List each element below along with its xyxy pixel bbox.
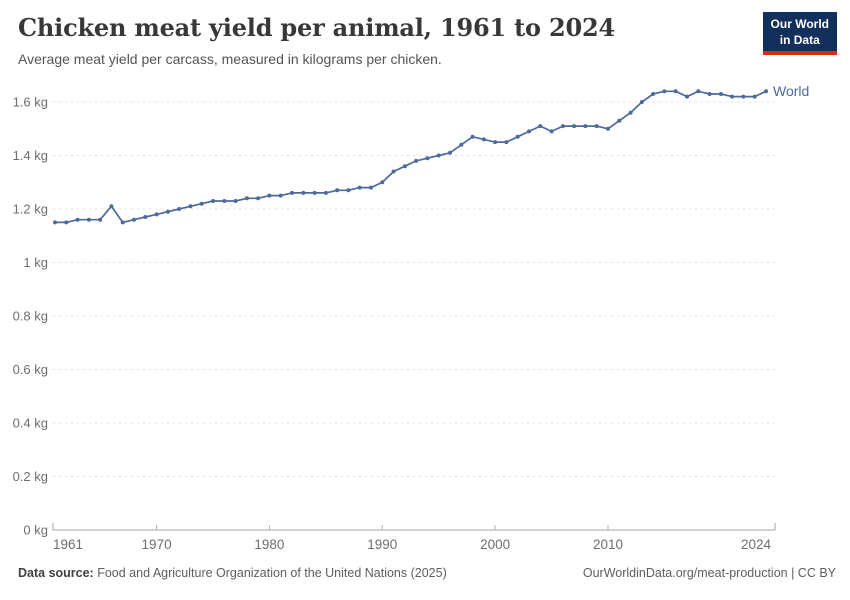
x-tick-label: 2024	[741, 537, 772, 552]
data-point[interactable]	[154, 212, 159, 217]
data-point[interactable]	[470, 134, 475, 139]
data-point[interactable]	[86, 217, 91, 222]
data-point[interactable]	[312, 190, 317, 195]
world-series-label[interactable]: World	[773, 83, 809, 99]
data-point[interactable]	[278, 193, 283, 198]
owid-logo-line1: Our World	[770, 17, 829, 31]
data-point[interactable]	[323, 190, 328, 195]
data-point[interactable]	[357, 185, 362, 190]
footer-link[interactable]: OurWorldinData.org/meat-production | CC …	[582, 566, 836, 580]
data-point[interactable]	[651, 92, 656, 96]
data-point[interactable]	[75, 217, 80, 222]
data-point[interactable]	[504, 140, 509, 145]
data-source-text: Food and Agriculture Organization of the…	[97, 566, 447, 580]
data-point[interactable]	[120, 220, 125, 225]
data-point[interactable]	[425, 156, 430, 161]
data-point[interactable]	[143, 215, 148, 219]
data-point[interactable]	[335, 188, 340, 193]
data-point[interactable]	[132, 217, 136, 222]
data-point[interactable]	[594, 124, 599, 129]
chart-subtitle: Average meat yield per carcass, measured…	[18, 51, 442, 67]
y-tick-label: 0 kg	[23, 523, 48, 538]
data-point[interactable]	[301, 190, 306, 195]
data-point[interactable]	[741, 94, 746, 99]
data-point[interactable]	[673, 89, 678, 94]
chart-footer: Data source: Food and Agriculture Organi…	[18, 566, 836, 580]
data-point[interactable]	[222, 199, 227, 203]
x-tick-label: 2010	[593, 537, 623, 552]
data-point[interactable]	[572, 124, 577, 129]
y-axis: 0 kg 0.2 kg 0.4 kg 0.6 kg 0.8 kg 1 kg 1.2 kg 1.…	[13, 95, 775, 538]
page-title: Chicken meat yield per animal, 1961 to 2…	[18, 13, 615, 42]
y-tick-label: 1.2 kg	[13, 202, 48, 217]
x-tick-label: 1961	[53, 537, 83, 552]
world-series-markers	[53, 89, 768, 225]
data-point[interactable]	[188, 204, 193, 209]
data-point[interactable]	[414, 158, 419, 163]
world-series-line[interactable]	[54, 90, 767, 224]
data-point[interactable]	[244, 196, 249, 201]
data-point[interactable]	[606, 126, 610, 131]
data-point[interactable]	[98, 217, 103, 222]
data-point[interactable]	[662, 89, 667, 94]
x-tick-label: 1980	[254, 537, 284, 552]
data-point[interactable]	[707, 92, 712, 96]
data-point[interactable]	[718, 92, 723, 96]
data-point[interactable]	[493, 140, 498, 145]
data-point[interactable]	[515, 134, 520, 139]
data-point[interactable]	[369, 185, 373, 190]
data-point[interactable]	[639, 100, 644, 104]
data-point[interactable]	[165, 209, 170, 214]
data-point[interactable]	[211, 199, 215, 203]
data-point[interactable]	[696, 89, 701, 94]
y-tick-label: 0.8 kg	[13, 309, 48, 324]
x-tick-label: 2000	[480, 537, 510, 552]
data-point[interactable]	[436, 153, 441, 158]
data-point[interactable]	[199, 201, 204, 206]
data-point[interactable]	[346, 188, 351, 193]
y-tick-label: 0.6 kg	[13, 362, 48, 377]
data-point[interactable]	[764, 89, 768, 94]
data-source-label: Data source:	[18, 566, 94, 580]
data-point[interactable]	[538, 124, 543, 129]
data-point[interactable]	[459, 142, 464, 147]
data-point[interactable]	[527, 129, 531, 134]
data-point[interactable]	[109, 204, 114, 209]
data-point[interactable]	[617, 118, 622, 123]
y-tick-label: 1.4 kg	[13, 148, 48, 163]
data-point[interactable]	[256, 196, 261, 201]
data-point[interactable]	[685, 94, 689, 99]
data-point[interactable]	[290, 190, 294, 195]
data-point[interactable]	[177, 207, 182, 211]
data-point[interactable]	[560, 124, 565, 129]
data-point[interactable]	[481, 137, 486, 142]
y-tick-label: 1 kg	[23, 255, 48, 270]
data-point[interactable]	[448, 150, 452, 155]
data-source-note: Data source: Food and Agriculture Organi…	[18, 566, 447, 580]
data-point[interactable]	[730, 94, 735, 99]
x-axis: 1961 1970 1980 1990 2000 2010 2024	[52, 523, 776, 552]
data-point[interactable]	[64, 220, 69, 225]
data-point[interactable]	[233, 199, 238, 203]
x-tick-label: 1970	[142, 537, 172, 552]
data-point[interactable]	[549, 129, 554, 134]
data-point[interactable]	[628, 110, 633, 115]
owid-logo-line2: in Data	[779, 32, 820, 47]
data-point[interactable]	[267, 193, 272, 198]
data-point[interactable]	[752, 94, 757, 99]
data-point[interactable]	[402, 164, 407, 169]
y-tick-label: 1.6 kg	[13, 95, 48, 110]
owid-logo[interactable]: Our World in Data	[762, 12, 837, 56]
data-point[interactable]	[53, 220, 57, 225]
y-tick-label: 0.4 kg	[13, 416, 48, 431]
y-tick-label: 0.2 kg	[13, 469, 48, 484]
data-point[interactable]	[380, 180, 385, 185]
data-point[interactable]	[391, 169, 396, 174]
data-point[interactable]	[583, 124, 588, 129]
x-tick-label: 1990	[367, 537, 397, 552]
